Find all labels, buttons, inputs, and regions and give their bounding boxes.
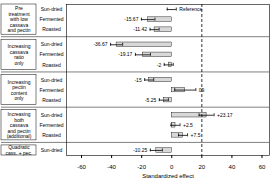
svg-text:09: 09 — [199, 87, 205, 93]
svg-text:Roasted: Roasted — [42, 26, 61, 32]
svg-text:-2: -2 — [157, 62, 162, 68]
svg-text:-19.17: -19.17 — [118, 51, 132, 57]
svg-text:Roasted: Roasted — [42, 132, 61, 138]
svg-text:-15: -15 — [134, 77, 141, 83]
svg-text:+7.5: +7.5 — [191, 132, 201, 138]
svg-text:Increasingpectincontentonly: Increasingpectincontentonly — [7, 79, 30, 102]
svg-text:Sun-dried: Sun-dried — [41, 77, 63, 83]
svg-text:Sun-dried: Sun-dried — [41, 41, 63, 47]
svg-text:-15.67: -15.67 — [124, 16, 138, 22]
svg-text:60: 60 — [259, 164, 266, 170]
svg-text:20: 20 — [198, 164, 205, 170]
svg-text:40: 40 — [229, 164, 236, 170]
svg-text:Reference: Reference — [179, 6, 202, 12]
svg-text:+23.17: +23.17 — [217, 112, 233, 118]
svg-text:Standardized effect: Standardized effect — [142, 173, 194, 179]
svg-text:Roasted: Roasted — [42, 62, 61, 68]
svg-text:-11.42: -11.42 — [133, 26, 147, 32]
svg-text:Roasted: Roasted — [42, 97, 61, 103]
svg-text:+2.5: +2.5 — [183, 122, 193, 128]
svg-text:Fermented: Fermented — [39, 16, 63, 22]
svg-text:-40: -40 — [107, 164, 116, 170]
svg-text:-10.25: -10.25 — [133, 147, 147, 153]
svg-text:Pretreatmentwith lowcassavaand: Pretreatmentwith lowcassavaand pectin — [7, 5, 30, 33]
svg-text:Sun-dried: Sun-dried — [41, 147, 63, 153]
svg-text:-60: -60 — [77, 164, 86, 170]
svg-text:Quadraticcass. + pec.: Quadraticcass. + pec. — [6, 144, 33, 156]
svg-text:Fermented: Fermented — [39, 87, 63, 93]
svg-text:Fermented: Fermented — [39, 51, 63, 57]
svg-text:-5.25: -5.25 — [145, 97, 157, 103]
svg-text:Sun-dried: Sun-dried — [41, 112, 63, 118]
svg-text:Fermented: Fermented — [39, 122, 63, 128]
svg-text:-36.67: -36.67 — [93, 41, 107, 47]
svg-text:-20: -20 — [137, 164, 146, 170]
svg-text:Increasingcassavaratioonly: Increasingcassavaratioonly — [7, 43, 30, 66]
svg-text:0: 0 — [170, 164, 174, 170]
svg-text:Sun-dried: Sun-dried — [41, 6, 63, 12]
svg-text:Increasingbothcassavaand pecti: Increasingbothcassavaand pectin(addition… — [7, 111, 32, 139]
